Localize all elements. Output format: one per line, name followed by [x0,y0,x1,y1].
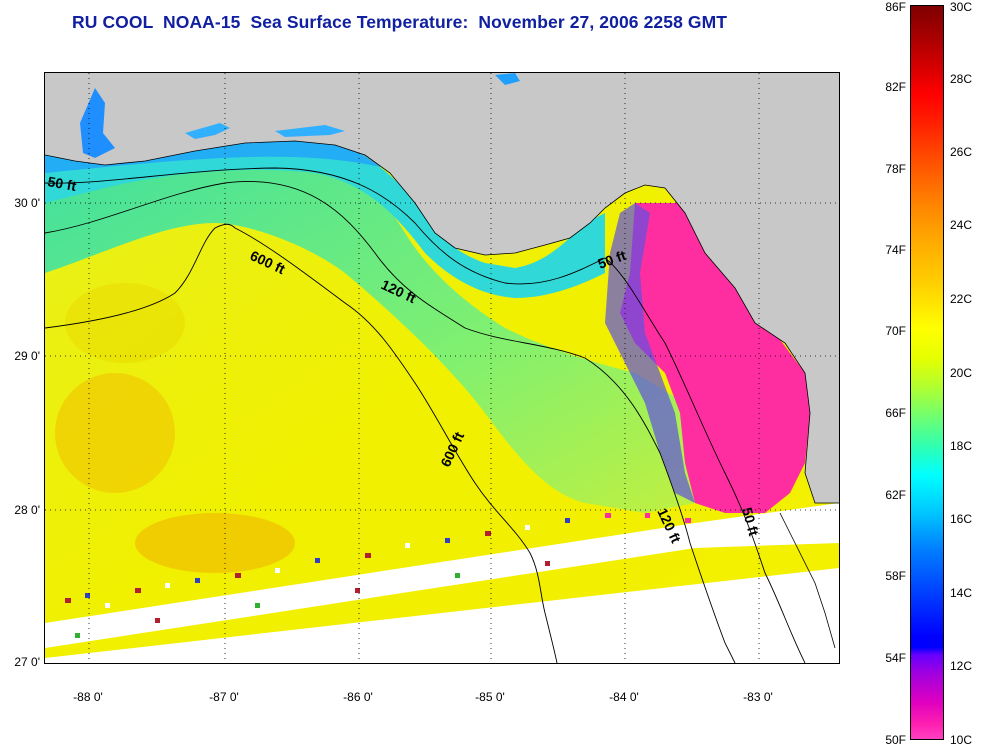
warm-patch [55,373,175,493]
contour-label: 50 ft [46,173,77,194]
coastline [45,140,839,504]
bay-water [495,73,520,85]
celsius-label: 10C [950,733,973,747]
fahrenheit-label: 86F [885,0,906,14]
map-grid [45,73,839,663]
cold-water [620,203,810,513]
land [45,73,839,503]
celsius-label: 22C [950,292,973,306]
longitude-label: -87 0' [209,690,239,704]
fahrenheit-label: 50F [885,733,906,747]
longitude-label: -84 0' [609,690,639,704]
longitude-label: -88 0' [73,690,103,704]
temperature-colorbar [910,5,944,740]
contour-50ft [45,167,806,663]
celsius-label: 18C [950,439,973,453]
celsius-label: 16C [950,512,973,526]
celsius-label: 26C [950,145,973,159]
no-data-swath [45,503,839,648]
map-title: RU COOL NOAA-15 Sea Surface Temperature:… [72,12,728,32]
fahrenheit-label: 82F [885,80,906,94]
bay-water [275,125,345,137]
longitude-label: -85 0' [475,690,505,704]
contour-600ft [45,223,558,663]
longitude-label: -86 0' [343,690,373,704]
fahrenheit-label: 70F [885,324,906,338]
fahrenheit-label: 78F [885,162,906,176]
bay-water [185,123,230,139]
fahrenheit-label: 62F [885,488,906,502]
fahrenheit-label: 74F [885,243,906,257]
latitude-label: 27 0' [14,655,40,669]
contour-120ft [45,181,736,663]
sst-map: 50 ft 600 ft 120 ft 50 ft 600 ft 120 ft … [44,72,840,664]
coastline [779,512,836,649]
celsius-label: 20C [950,366,973,380]
contour-label: 50 ft [739,506,762,538]
celsius-label: 14C [950,586,973,600]
celsius-label: 12C [950,659,973,673]
no-data-swath [45,568,839,663]
fahrenheit-label: 58F [885,569,906,583]
nearshore-water [45,134,605,298]
warm-patch [65,283,185,363]
latitude-label: 28 0' [14,503,40,517]
latitude-label: 29 0' [14,349,40,363]
shelf-water [45,146,695,513]
noise-pixels [65,513,691,638]
celsius-label: 24C [950,218,973,232]
fahrenheit-label: 66F [885,406,906,420]
cold-water-edge [605,203,695,503]
warm-patch [135,513,295,573]
latitude-label: 30 0' [14,196,40,210]
longitude-label: -83 0' [743,690,773,704]
bay-water [80,88,115,158]
fahrenheit-label: 54F [885,651,906,665]
celsius-label: 28C [950,72,973,86]
celsius-label: 30C [950,0,973,14]
